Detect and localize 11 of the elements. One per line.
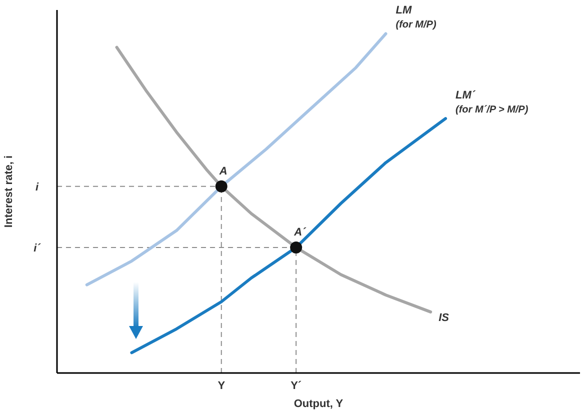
series-label: LM´ (for M´/P > M/P) xyxy=(456,90,529,116)
y-axis-title: Interest rate, i xyxy=(2,155,15,228)
series-label: IS xyxy=(438,312,450,324)
x-axis-title: Output, Y xyxy=(294,398,344,410)
annotation: A´ xyxy=(293,226,308,238)
annotation: A xyxy=(218,165,228,178)
x-tick-label: Y xyxy=(218,380,226,392)
ref-line-label: i xyxy=(35,181,40,194)
series-label: LM (for M/P) xyxy=(396,4,437,31)
ref-line-label: i´ xyxy=(34,242,42,254)
x-tick-label: Y´ xyxy=(290,380,302,392)
